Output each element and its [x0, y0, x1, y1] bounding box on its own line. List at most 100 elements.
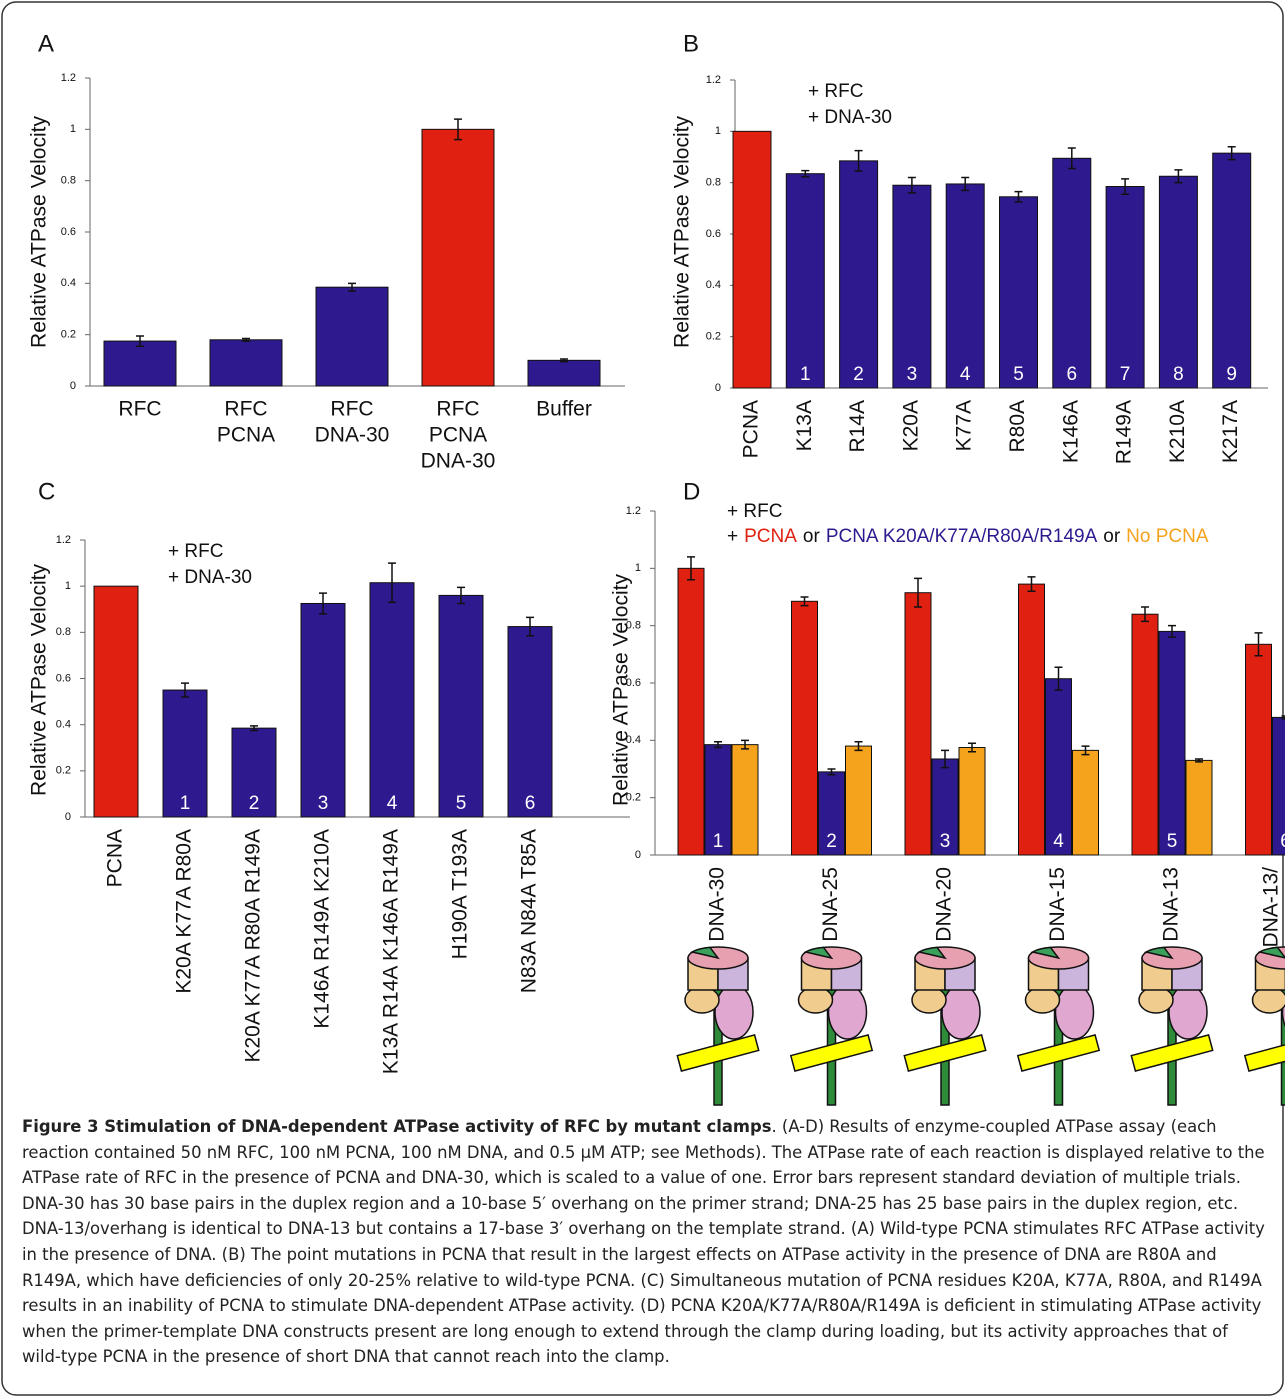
bar	[1212, 152, 1252, 389]
rfc-lobe	[941, 984, 981, 1040]
pcna-ring	[1016, 1034, 1101, 1072]
bar-number: 5	[1167, 831, 1178, 852]
error-bar	[854, 149, 863, 172]
error-bar	[854, 741, 863, 752]
bar	[1131, 613, 1159, 856]
bar-number: 6	[1280, 831, 1285, 852]
bar	[892, 184, 932, 389]
bar	[527, 359, 601, 387]
clamp-icon	[903, 946, 987, 1106]
panel-label: B	[683, 30, 699, 57]
legend-separator: or	[803, 526, 821, 547]
y-tick-label: 1	[65, 580, 71, 592]
x-tick-label: PCNA	[217, 424, 275, 447]
error-bar	[454, 118, 462, 141]
clamp-icon	[1016, 946, 1101, 1106]
annotation: + DNA-30	[168, 567, 252, 588]
y-tick-label: 0.2	[626, 792, 641, 804]
bar-number: 3	[318, 793, 329, 814]
x-tick-label: DNA-20	[933, 867, 956, 942]
x-tick-label: PCNA	[104, 829, 127, 887]
error-bar	[941, 749, 949, 769]
error-bar	[457, 586, 465, 605]
bar	[315, 286, 389, 387]
clamp-icon	[676, 946, 760, 1106]
bar-number: 1	[713, 831, 724, 852]
pcna-ring	[789, 1034, 874, 1072]
bar	[300, 602, 346, 818]
bar	[677, 567, 705, 856]
bar-number: 1	[180, 793, 191, 814]
x-tick-label: DNA-13/	[1260, 867, 1283, 948]
x-tick-label: DNA-30	[315, 424, 390, 447]
bar	[162, 689, 208, 818]
bar	[731, 744, 759, 856]
y-tick-label: 0.6	[56, 672, 71, 684]
clamp-icon	[1243, 946, 1285, 1106]
bar	[791, 600, 818, 856]
y-tick-label: 1.2	[56, 534, 71, 546]
bar	[931, 758, 959, 856]
rfc-top-sector	[1257, 946, 1285, 959]
x-tick-label: N83A N84A T85A	[518, 829, 541, 993]
y-tick-label: 1.2	[706, 74, 721, 86]
rfc-top-sector	[916, 946, 947, 960]
y-axis-label: Relative ATPase Velocity	[28, 564, 51, 796]
bar	[1272, 716, 1285, 856]
x-tick-label: K20A	[899, 400, 922, 451]
rfc-lobe	[1251, 986, 1285, 1014]
rfc-lobe	[684, 986, 720, 1014]
rfc-top-sector	[1030, 946, 1061, 960]
error-bar	[1227, 145, 1236, 161]
rfc-top-sector	[689, 946, 720, 960]
bar	[1158, 175, 1198, 389]
bar	[103, 340, 177, 387]
bar	[93, 585, 139, 818]
error-bar	[242, 337, 250, 342]
error-bar	[907, 176, 916, 194]
panel-label: A	[38, 30, 54, 57]
x-tick-label: DNA-30	[421, 450, 496, 473]
y-tick-label: 0.4	[626, 734, 641, 746]
error-bar	[1121, 178, 1130, 195]
error-bar	[1195, 758, 1203, 763]
y-tick-label: 0.6	[626, 677, 641, 689]
annotation: + RFC	[727, 501, 782, 522]
pcna-ring	[1130, 1034, 1214, 1072]
x-tick-label: DNA-13	[1160, 867, 1183, 942]
error-bar	[388, 562, 396, 604]
rfc-top-sector	[1143, 946, 1174, 960]
y-axis-label: Relative ATPase Velocity	[610, 574, 633, 806]
bar-number: 5	[1013, 364, 1024, 385]
error-bar	[714, 741, 722, 749]
error-bar	[1027, 576, 1036, 593]
error-bar	[560, 358, 568, 363]
caption: Figure 3 Stimulation of DNA-dependent AT…	[22, 1114, 1268, 1370]
annotation: + DNA-30	[808, 107, 892, 128]
legend-entry: PCNA	[744, 526, 797, 547]
bar-number: 3	[940, 831, 951, 852]
error-bar	[800, 596, 809, 607]
bar-number: 5	[456, 793, 467, 814]
bar	[785, 173, 825, 389]
x-tick-label: K217A	[1219, 400, 1242, 463]
x-tick-label: DNA-25	[819, 867, 842, 942]
error-bar	[319, 592, 327, 615]
y-tick-label: 1.2	[626, 505, 641, 517]
y-tick-label: 1	[635, 562, 641, 574]
y-tick-label: 0.8	[61, 175, 76, 187]
bar	[945, 183, 985, 389]
y-tick-label: 0.8	[706, 177, 721, 189]
error-bar	[250, 725, 258, 732]
bar	[732, 130, 772, 389]
bar-number: 8	[1173, 364, 1184, 385]
bar	[507, 626, 553, 818]
error-bar	[1014, 190, 1023, 203]
clamp-icon	[1130, 946, 1214, 1106]
y-tick-label: 0.8	[626, 620, 641, 632]
error-bar	[1081, 745, 1090, 756]
error-bar	[526, 616, 534, 637]
legend: + PCNA or PCNA K20A/K77A/R80A/R149A or No PCN…	[727, 526, 1209, 547]
